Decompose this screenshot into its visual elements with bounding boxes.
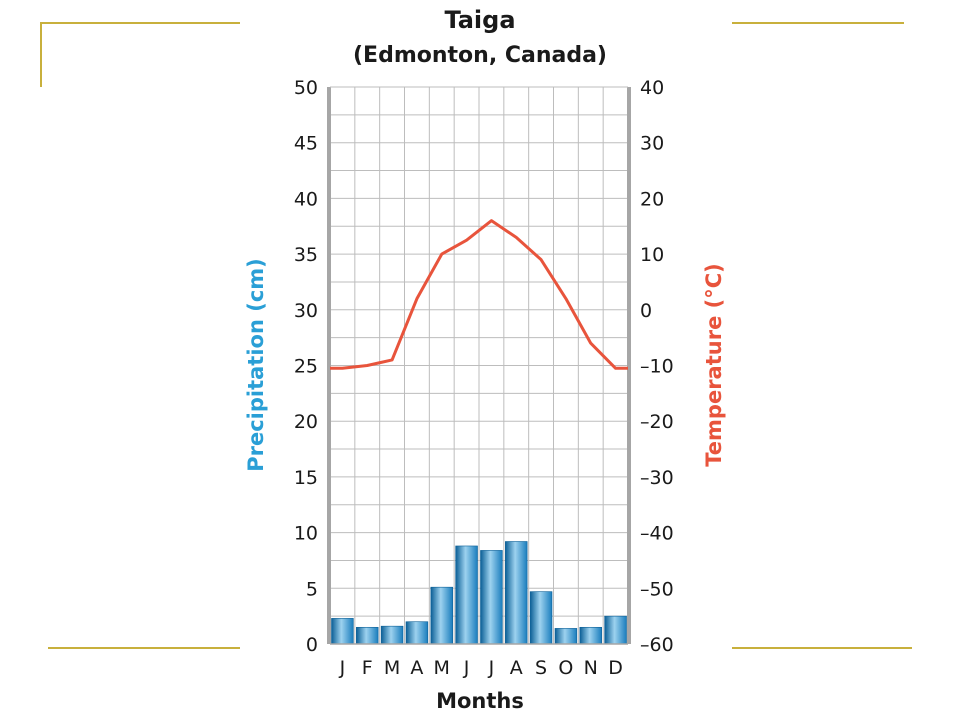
precipitation-bars [331,541,627,645]
month-tick-label: S [535,657,547,679]
decorative-rule-bottom-left [48,647,240,649]
month-tick-label: D [608,657,623,679]
precipitation-bar [331,618,354,645]
plot-frame-right [627,87,631,644]
precipitation-bar [380,625,404,645]
precipitation-tick-labels: 0 5 10 15 20 25 30 35 40 45 50 [294,77,318,656]
precipitation-bar [455,545,478,645]
decorative-rule-bottom-right [732,647,912,649]
month-tick-label: M [434,657,450,679]
month-tick-label: A [510,657,523,679]
temperature-tick-label: 10 [640,244,664,266]
precipitation-bar [356,626,379,645]
precipitation-tick-label: 25 [294,356,318,378]
decorative-rule-top-right [732,22,904,24]
temperature-tick-label: 30 [640,133,664,155]
decorative-rule-top-left [40,22,240,24]
precipitation-tick-label: 35 [294,244,318,266]
month-tick-label: A [410,657,423,679]
decorative-rule-left-vertical [40,22,42,87]
precipitation-bar [430,586,453,645]
temperature-tick-labels: –60 –50 –40 –30 –20 –10 0 10 20 30 40 [640,77,674,656]
temperature-tick-label: –60 [640,634,674,656]
temperature-tick-label: 20 [640,188,664,210]
temperature-tick-label: –50 [640,578,674,600]
precipitation-tick-label: 20 [294,411,318,433]
month-tick-label: J [488,657,495,679]
precipitation-tick-label: 10 [294,523,318,545]
precipitation-tick-label: 0 [306,634,318,656]
temperature-tick-label: 40 [640,77,664,99]
temperature-axis-label: Temperature (°C) [702,263,726,466]
month-tick-label: J [339,657,346,679]
precipitation-axis-label: Precipitation (cm) [244,258,268,472]
temperature-tick-label: 0 [640,300,652,322]
plot-frame-left [327,87,331,644]
plot-frame [327,86,631,645]
month-tick-label: O [558,657,573,679]
month-tick-label: N [584,657,598,679]
month-tick-label: J [463,657,470,679]
chart-subtitle: (Edmonton, Canada) [353,43,607,68]
x-axis-label: Months [436,689,524,713]
precipitation-bar [480,550,503,645]
precipitation-tick-label: 5 [306,578,318,600]
precipitation-tick-label: 30 [294,300,318,322]
precipitation-bar [505,541,528,645]
grid-lines [330,87,628,644]
temperature-line [330,219,628,370]
temperature-tick-label: –10 [640,356,674,378]
precipitation-bar [579,626,602,645]
month-tick-label: F [362,657,373,679]
precipitation-tick-label: 40 [294,188,318,210]
precipitation-bar [529,591,553,645]
temperature-tick-label: –30 [640,467,674,489]
precipitation-tick-label: 50 [294,77,318,99]
precipitation-bar [405,621,429,645]
temperature-tick-label: –40 [640,523,674,545]
precipitation-tick-label: 15 [294,467,318,489]
precipitation-bar [604,615,627,645]
precipitation-tick-label: 45 [294,133,318,155]
precipitation-bar [554,628,578,645]
temperature-tick-label: –20 [640,411,674,433]
chart-title: Taiga [444,6,515,34]
month-tick-label: M [384,657,400,679]
